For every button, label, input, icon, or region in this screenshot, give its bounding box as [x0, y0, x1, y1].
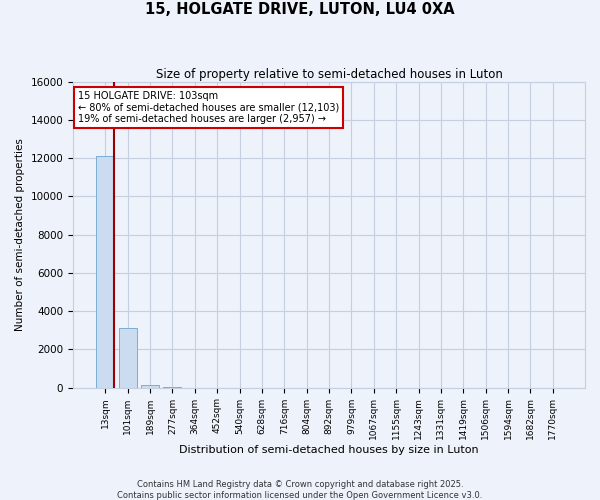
Bar — [96, 156, 114, 388]
Y-axis label: Number of semi-detached properties: Number of semi-detached properties — [15, 138, 25, 331]
Bar — [141, 386, 159, 388]
X-axis label: Distribution of semi-detached houses by size in Luton: Distribution of semi-detached houses by … — [179, 445, 479, 455]
Text: 15 HOLGATE DRIVE: 103sqm
← 80% of semi-detached houses are smaller (12,103)
19% : 15 HOLGATE DRIVE: 103sqm ← 80% of semi-d… — [78, 91, 340, 124]
Text: 15, HOLGATE DRIVE, LUTON, LU4 0XA: 15, HOLGATE DRIVE, LUTON, LU4 0XA — [145, 2, 455, 18]
Text: Contains HM Land Registry data © Crown copyright and database right 2025.
Contai: Contains HM Land Registry data © Crown c… — [118, 480, 482, 500]
Title: Size of property relative to semi-detached houses in Luton: Size of property relative to semi-detach… — [155, 68, 502, 80]
Bar — [119, 328, 137, 388]
